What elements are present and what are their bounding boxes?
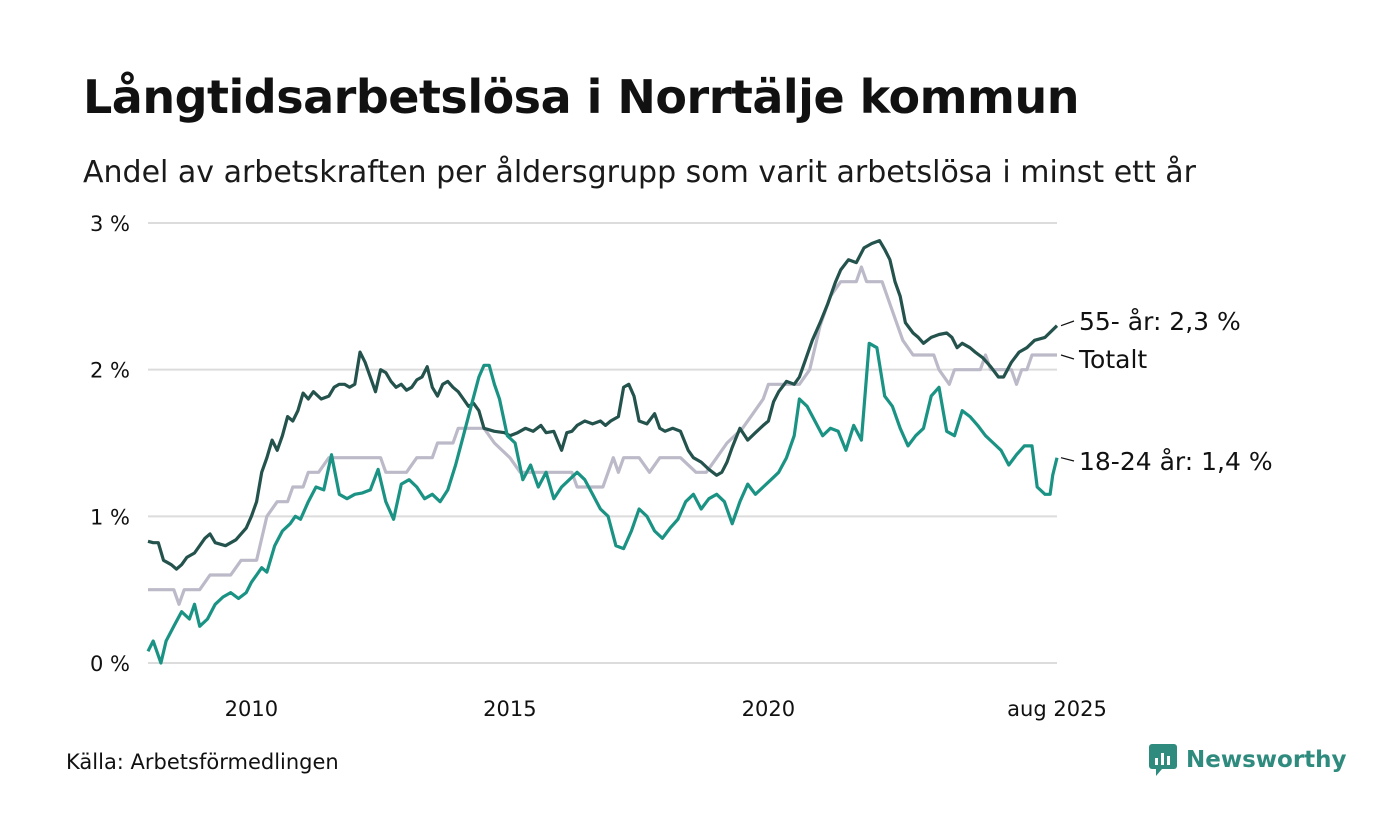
series-line-age1824 <box>146 341 1059 665</box>
leader-line <box>1060 320 1075 327</box>
y-tick-label: 0 % <box>90 652 130 676</box>
series-line-age55 <box>147 239 1059 571</box>
chart-subtitle: Andel av arbetskraften per åldersgrupp s… <box>83 155 1196 190</box>
x-tick-label: aug 2025 <box>1007 697 1107 721</box>
y-tick-label: 2 % <box>90 359 130 383</box>
y-axis-labels: 0 % 1 % 2 % 3 % <box>90 212 130 676</box>
leader-line <box>1060 354 1075 360</box>
series-lines <box>146 239 1059 665</box>
gridlines <box>148 222 1057 664</box>
x-tick-label: 2015 <box>483 697 536 721</box>
x-tick-label: 2010 <box>225 697 278 721</box>
end-labels: Totalt 55- år: 2,3 % 18-24 år: 1,4 % <box>1060 307 1273 476</box>
series-label-age1824: 18-24 år: 1,4 % <box>1079 447 1273 476</box>
chart-title: Långtidsarbetslösa i Norrtälje kommun <box>83 70 1079 124</box>
leader-line <box>1060 457 1075 462</box>
x-tick-label: 2020 <box>742 697 795 721</box>
y-tick-label: 3 % <box>90 212 130 236</box>
series-label-age55: 55- år: 2,3 % <box>1079 307 1241 336</box>
series-label-totalt: Totalt <box>1078 345 1147 374</box>
brand-name: Newsworthy <box>1186 747 1347 773</box>
chart-logo-icon <box>1149 744 1177 776</box>
x-axis-labels: 2010 2015 2020 aug 2025 <box>225 697 1107 721</box>
brand-logo[interactable]: Newsworthy <box>1148 743 1347 777</box>
y-tick-label: 1 % <box>90 505 130 529</box>
series-line-totalt <box>148 265 1057 606</box>
source-note: Källa: Arbetsförmedlingen <box>66 750 339 774</box>
